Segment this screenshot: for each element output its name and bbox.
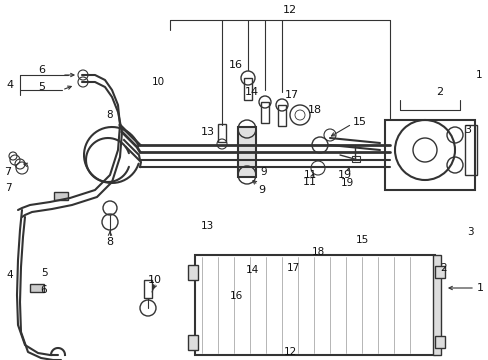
Bar [432, 255, 440, 355]
Text: 6: 6 [41, 285, 47, 295]
Bar [278, 105, 285, 126]
Text: 14: 14 [244, 87, 259, 97]
Text: 13: 13 [201, 127, 215, 137]
Text: 1: 1 [475, 283, 483, 293]
Bar [187, 335, 198, 350]
Text: 5: 5 [41, 268, 47, 278]
Text: 7: 7 [4, 167, 12, 177]
Bar [464, 125, 476, 175]
Text: 4: 4 [7, 270, 13, 280]
Text: 8: 8 [106, 237, 113, 247]
Text: 13: 13 [200, 221, 213, 231]
Bar [384, 120, 474, 190]
Text: 6: 6 [39, 65, 45, 75]
Text: 10: 10 [151, 77, 164, 87]
Bar [54, 192, 68, 200]
Bar [218, 124, 225, 142]
Bar [187, 265, 198, 280]
Text: 4: 4 [6, 80, 14, 90]
Text: 14: 14 [245, 265, 258, 275]
Bar [143, 280, 152, 298]
Bar [238, 127, 256, 177]
Text: 16: 16 [229, 291, 242, 301]
Bar [434, 266, 444, 278]
Text: 19: 19 [340, 178, 353, 188]
Text: 17: 17 [286, 263, 299, 273]
Text: 1: 1 [475, 70, 481, 80]
Bar [261, 102, 268, 123]
Bar [195, 255, 434, 355]
Text: 18: 18 [307, 105, 322, 115]
Text: 15: 15 [352, 117, 366, 127]
Text: 19: 19 [337, 170, 351, 180]
Text: 2: 2 [436, 87, 443, 97]
Text: 3: 3 [466, 227, 472, 237]
Text: 5: 5 [39, 82, 45, 92]
Text: 11: 11 [303, 170, 316, 180]
Bar [30, 284, 44, 292]
Text: 9: 9 [260, 167, 267, 177]
Text: 15: 15 [355, 235, 368, 245]
Text: 8: 8 [106, 110, 113, 120]
Bar [244, 78, 251, 100]
Text: 10: 10 [148, 275, 162, 285]
Text: 3: 3 [464, 125, 470, 135]
Text: 9: 9 [258, 185, 265, 195]
Text: 12: 12 [283, 5, 296, 15]
Text: 16: 16 [228, 60, 243, 70]
Text: 11: 11 [303, 177, 316, 187]
Text: 7: 7 [5, 183, 11, 193]
Text: 17: 17 [285, 90, 299, 100]
Text: 2: 2 [440, 263, 447, 273]
Text: 12: 12 [283, 347, 296, 357]
Bar [434, 336, 444, 348]
Bar [351, 156, 359, 162]
Text: 18: 18 [311, 247, 324, 257]
